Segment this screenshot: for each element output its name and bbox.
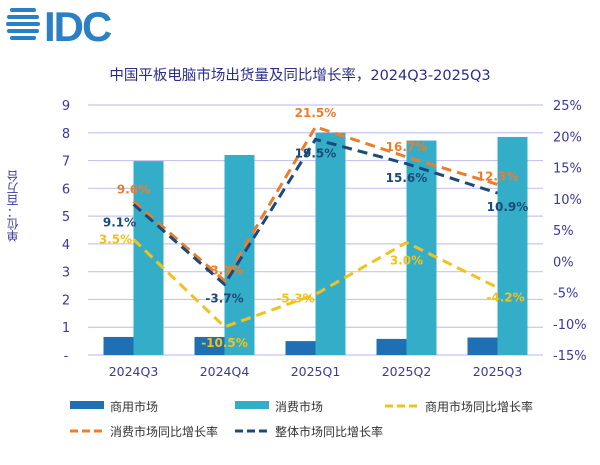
bar-commercial [467, 337, 498, 355]
y-tick-label: 9 [62, 99, 70, 114]
y2-tick-label: -10% [553, 318, 587, 333]
legend-label: 消费市场 [275, 399, 323, 414]
data-label: -4.2% [486, 291, 524, 305]
bar-commercial [194, 336, 225, 355]
x-tick-label: 2024Q4 [200, 364, 250, 379]
data-label: -3.1% [205, 264, 243, 278]
y2-tick-label: 5% [553, 224, 574, 239]
chart-title: 中国平板电脑市场出货量及同比增长率，2024Q3-2025Q3 [109, 68, 491, 84]
data-label: 3.5% [99, 232, 132, 246]
bar-consumer [315, 132, 346, 355]
y2-tick-label: -5% [553, 287, 578, 302]
data-label: -3.7% [205, 291, 243, 305]
y-tick-label: 8 [62, 127, 70, 142]
y-tick-label: 7 [62, 155, 70, 170]
data-label: 9.6% [117, 182, 150, 196]
bar-commercial [376, 338, 407, 355]
legend-label: 整体市场同比增长率 [275, 424, 383, 439]
legend-label: 商用市场同比增长率 [425, 399, 533, 414]
bar-commercial [285, 341, 316, 355]
legend-swatch [70, 401, 104, 409]
bar-consumer [133, 161, 164, 355]
y-tick-label: 4 [62, 238, 70, 253]
y-tick-label: 3 [62, 266, 70, 281]
y-tick-label: - [64, 349, 69, 364]
x-tick-label: 2025Q1 [291, 364, 341, 379]
line-series [132, 125, 498, 283]
line-series [132, 238, 499, 329]
bar-commercial [103, 336, 134, 355]
line-series [132, 137, 498, 287]
x-tick-label: 2025Q2 [382, 364, 432, 379]
legend-swatch [235, 401, 269, 409]
y2-tick-label: -15% [553, 349, 587, 364]
data-label: 19.5% [295, 146, 337, 160]
data-label: 15.6% [386, 171, 428, 185]
svg-text:IDC: IDC [44, 4, 112, 44]
y-tick-label: 1 [62, 321, 70, 336]
y2-tick-label: 25% [553, 99, 582, 114]
y2-tick-label: 20% [553, 130, 582, 145]
data-label: 9.1% [103, 215, 136, 229]
data-label: -5.3% [276, 291, 314, 305]
idc-logo: IDC [6, 4, 114, 44]
bar-consumer [406, 140, 437, 355]
data-label: -10.5% [201, 336, 248, 350]
x-tick-label: 2025Q3 [473, 364, 523, 379]
data-label: 3.0% [390, 254, 423, 268]
y-tick-label: 2 [62, 293, 70, 308]
legend-label: 消费市场同比增长率 [110, 424, 218, 439]
y2-tick-label: 0% [553, 255, 574, 270]
y-tick-label: 5 [62, 210, 70, 225]
legend-label: 商用市场 [110, 399, 158, 414]
x-tick-label: 2024Q3 [109, 364, 159, 379]
data-label: 21.5% [295, 106, 337, 120]
data-label: 12.3% [477, 169, 519, 183]
data-label: 10.9% [487, 200, 529, 214]
bar-consumer [497, 136, 528, 355]
y-tick-label: 6 [62, 182, 70, 197]
y2-tick-label: 10% [553, 193, 582, 208]
y2-tick-label: 15% [553, 162, 582, 177]
data-label: 16.7% [386, 140, 428, 154]
